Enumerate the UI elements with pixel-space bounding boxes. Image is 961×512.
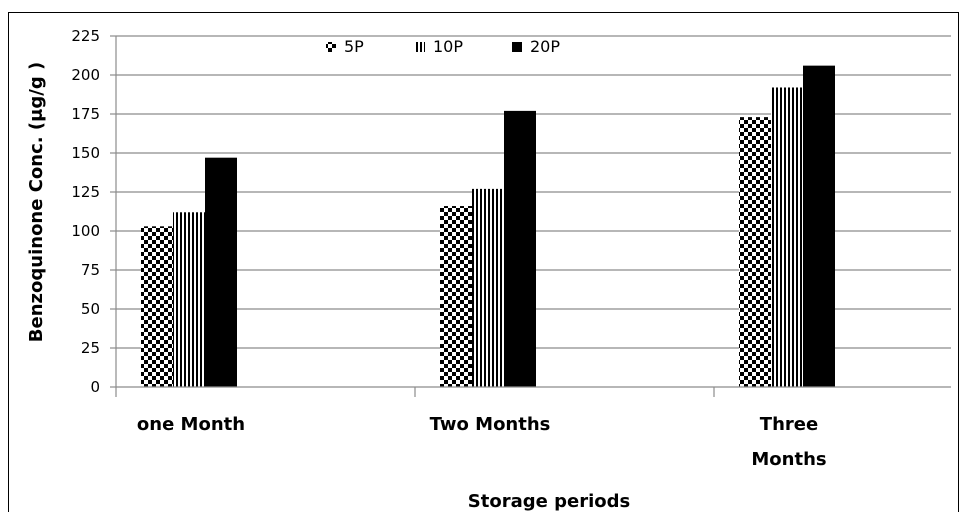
y-tick-label: 100 [71, 222, 100, 240]
x-tick-label: Three [760, 414, 818, 435]
x-tick-label: Two Months [430, 414, 551, 435]
bar-20P-1 [504, 110, 536, 387]
y-tick-label: 25 [81, 339, 100, 357]
y-tick-label: 0 [90, 378, 100, 396]
bar-20P-0 [205, 157, 237, 387]
legend-label-5P: 5P [344, 37, 364, 56]
legend-swatch-5P [326, 42, 336, 52]
bar-10P-2 [771, 87, 803, 387]
bar-5P-2 [739, 117, 771, 388]
y-axis-title: Benzoquinone Conc. (μg/g ) [26, 62, 47, 342]
x-axis-title: Storage periods [468, 491, 630, 512]
bar-5P-0 [141, 226, 173, 387]
y-tick-label: 125 [71, 183, 100, 201]
axes: 0 25 50 75 100 125 150 175 200 225 one Month Two Mo… [71, 27, 951, 470]
y-tick-label: 200 [71, 66, 100, 84]
x-tick-label: one Month [137, 414, 245, 435]
legend-swatch-20P [512, 42, 522, 52]
bar-10P-1 [472, 188, 504, 387]
legend-label-10P: 10P [433, 37, 463, 56]
x-tick-label: Months [751, 449, 826, 470]
y-tick-label: 150 [71, 144, 100, 162]
bars [141, 65, 835, 388]
legend-swatch-10P [415, 42, 425, 52]
y-tick-label: 75 [81, 261, 100, 279]
y-tick-label: 175 [71, 105, 100, 123]
legend: 5P 10P 20P [326, 37, 560, 56]
bar-5P-1 [440, 206, 472, 387]
legend-label-20P: 20P [530, 37, 560, 56]
bar-10P-0 [173, 212, 205, 387]
y-tick-label: 50 [81, 300, 100, 318]
y-tick-label: 225 [71, 27, 100, 45]
bar-20P-2 [803, 65, 835, 387]
